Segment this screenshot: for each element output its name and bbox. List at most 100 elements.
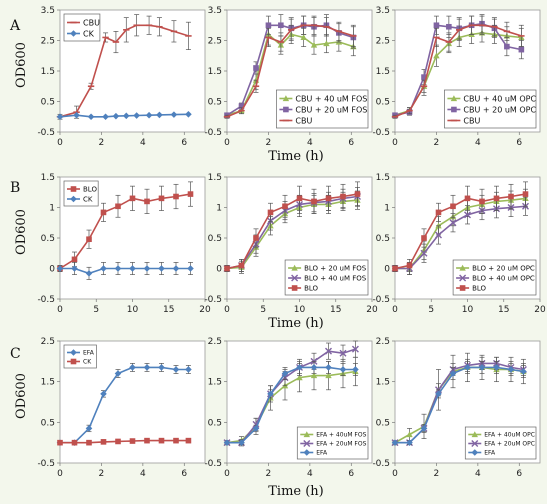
data-point bbox=[253, 235, 259, 241]
x-tick-label: 2 bbox=[99, 138, 105, 148]
row-a-letter: A bbox=[9, 18, 21, 34]
series-line bbox=[394, 193, 526, 270]
data-point bbox=[57, 439, 63, 446]
series-line bbox=[226, 193, 358, 270]
data-point bbox=[282, 203, 288, 210]
x-tick-label: 20 bbox=[366, 305, 378, 315]
data-point bbox=[507, 366, 515, 373]
data-point bbox=[187, 191, 194, 197]
series-cbu bbox=[391, 15, 525, 119]
x-tick-label: 10 bbox=[294, 305, 306, 315]
y-axis-title-a: OD600 bbox=[14, 42, 29, 88]
legend: BLO + 20 uM OPC BLO + 40 uM OPC BLO bbox=[452, 259, 537, 296]
series-blo bbox=[224, 181, 361, 272]
y-tick-label: 0.5 bbox=[41, 98, 55, 108]
data-point bbox=[464, 211, 471, 219]
x-tick-label: 15 bbox=[163, 305, 174, 315]
legend-label: EFA bbox=[484, 450, 496, 457]
series-ck bbox=[56, 111, 192, 121]
row-c-letter: C bbox=[10, 346, 21, 362]
data-point bbox=[310, 364, 318, 371]
data-point bbox=[296, 364, 303, 371]
data-point bbox=[158, 364, 165, 371]
data-point bbox=[114, 370, 122, 377]
series-cbu bbox=[223, 15, 357, 119]
x-tick-label: 2 bbox=[266, 469, 272, 479]
data-point bbox=[86, 236, 92, 243]
series-line bbox=[227, 348, 356, 444]
x-axis-title-a: Time (h) bbox=[268, 149, 324, 164]
data-point bbox=[224, 265, 230, 272]
legend-label: CBU + 40 uM OPC bbox=[463, 94, 536, 103]
x-tick-label: 20 bbox=[199, 305, 211, 315]
x-tick-label: 6 bbox=[181, 138, 187, 148]
data-point bbox=[435, 209, 442, 216]
data-point bbox=[71, 256, 78, 263]
data-point bbox=[129, 364, 136, 371]
series-line bbox=[395, 197, 526, 270]
legend-label: BLO bbox=[83, 185, 97, 193]
data-point bbox=[86, 439, 92, 446]
x-tick-label: 10 bbox=[462, 305, 474, 315]
series-line bbox=[60, 439, 189, 444]
y-tick-label: 2.5 bbox=[376, 337, 390, 347]
legend-marker bbox=[459, 274, 467, 282]
legend-label: BLO + 40 uM FOS bbox=[304, 274, 367, 282]
legend-label: CBU + 20 uM FOS bbox=[295, 105, 367, 114]
data-point bbox=[238, 439, 245, 446]
y-tick-label: 1.5 bbox=[208, 378, 222, 388]
data-point bbox=[56, 265, 64, 272]
legend: CBU CK bbox=[63, 13, 101, 42]
x-tick-label: 6 bbox=[348, 138, 354, 148]
data-point bbox=[300, 34, 307, 41]
series-line bbox=[395, 366, 524, 444]
data-point bbox=[265, 22, 272, 29]
legend: BLO + 20 uM FOS BLO + 40 uM FOS BLO bbox=[284, 259, 369, 296]
y-tick-label: 0.5 bbox=[376, 418, 390, 428]
data-point bbox=[172, 265, 180, 272]
series-blo bbox=[392, 181, 529, 272]
y-tick-label: -0.5 bbox=[372, 459, 390, 469]
legend: CBU + 40 uM OPC CBU + 20 uM OPC CBU bbox=[444, 89, 536, 129]
legend-marker bbox=[70, 195, 77, 203]
data-point bbox=[278, 22, 284, 29]
data-point bbox=[504, 43, 510, 50]
data-point bbox=[144, 437, 150, 444]
data-point bbox=[238, 103, 245, 109]
y-tick-label: 0.5 bbox=[376, 234, 390, 244]
x-tick-label: 0 bbox=[57, 469, 63, 479]
series-line bbox=[226, 195, 358, 270]
data-point bbox=[449, 219, 457, 227]
y-axis-title-b: OD600 bbox=[14, 209, 29, 255]
legend-marker bbox=[471, 449, 479, 456]
legend-label: EFA bbox=[316, 450, 328, 457]
data-point bbox=[325, 195, 332, 202]
data-point bbox=[406, 431, 413, 438]
series-line bbox=[226, 199, 358, 270]
series-line bbox=[60, 267, 191, 275]
svg-text:C: C bbox=[10, 346, 21, 362]
data-point bbox=[87, 113, 95, 121]
data-point bbox=[391, 439, 399, 446]
legend-marker bbox=[70, 358, 77, 365]
legend-marker bbox=[291, 264, 298, 271]
data-point bbox=[252, 425, 260, 432]
data-point bbox=[158, 437, 165, 444]
data-point bbox=[185, 366, 192, 373]
y-tick-label: 3.5 bbox=[41, 6, 55, 16]
data-point bbox=[352, 366, 359, 373]
series-cbu bbox=[56, 14, 192, 120]
legend-marker bbox=[70, 186, 77, 192]
legend-label: BLO + 20 uM OPC bbox=[472, 264, 535, 272]
y-tick-label: 1 bbox=[216, 204, 222, 214]
y-tick-label: 2.5 bbox=[208, 37, 222, 47]
y-tick-label: -0.5 bbox=[37, 295, 55, 305]
data-point bbox=[144, 198, 150, 205]
data-point bbox=[421, 74, 427, 80]
legend-label: CBU bbox=[295, 116, 312, 125]
x-tick-label: 0 bbox=[224, 305, 230, 315]
y-tick-label: 3.5 bbox=[376, 6, 390, 16]
data-point bbox=[129, 195, 136, 202]
